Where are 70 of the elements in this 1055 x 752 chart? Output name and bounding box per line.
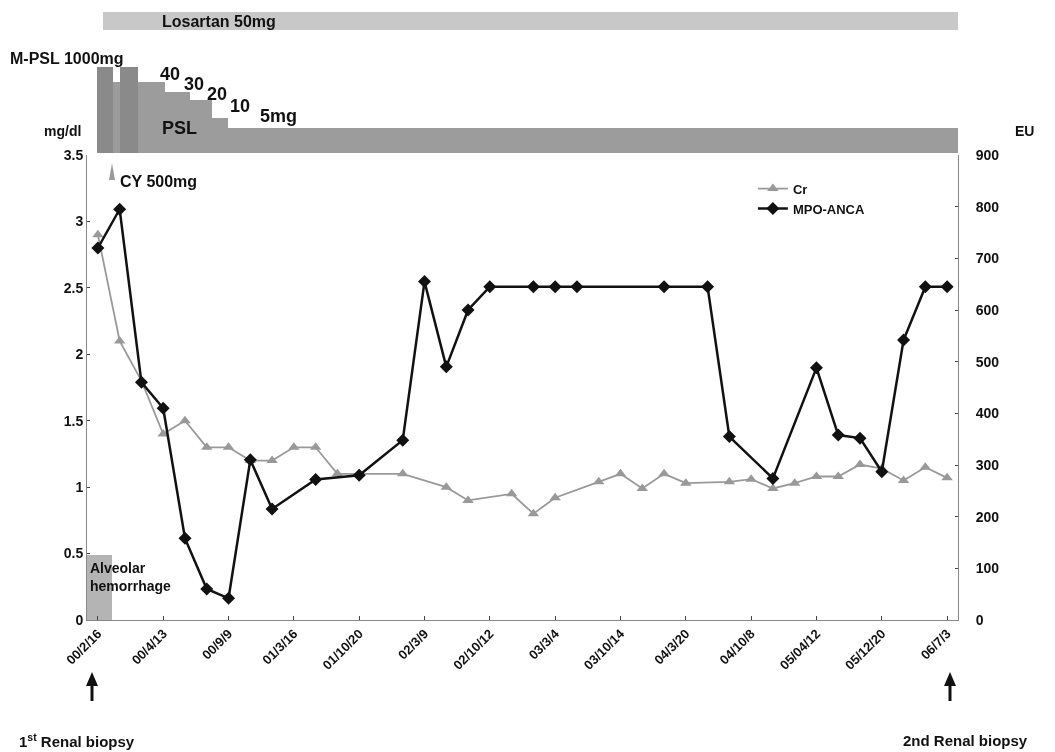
legend-label: MPO-ANCA <box>792 201 866 217</box>
y-tick-label: 1 <box>75 479 84 496</box>
point <box>854 459 866 468</box>
text: 2nd Renal biopsy <box>903 732 1028 749</box>
point <box>897 333 911 347</box>
point <box>831 428 845 442</box>
annotation: Alveolar hemorrhage <box>90 560 172 595</box>
point <box>156 401 170 415</box>
text: Losartan 50mg <box>162 13 276 30</box>
point <box>526 280 540 294</box>
text: 30 <box>184 74 205 94</box>
y2-tick-label: 100 <box>975 560 1000 577</box>
point <box>418 275 432 289</box>
point <box>940 280 954 294</box>
y-tick-label: 3.5 <box>63 146 84 163</box>
point <box>701 280 715 294</box>
y2-tick-label: 200 <box>975 508 1000 525</box>
point <box>266 455 278 464</box>
point <box>570 280 584 294</box>
point <box>200 582 214 596</box>
text: 5mg <box>260 106 298 126</box>
text: 40 <box>160 64 181 84</box>
y-tick-label: 0 <box>75 611 84 628</box>
text: M-PSL 1000mg <box>10 50 124 67</box>
text: PSL <box>162 118 198 138</box>
point <box>657 280 671 294</box>
point <box>548 280 562 294</box>
y2-tick-label: 800 <box>975 198 1000 215</box>
annotation: CY 500mg <box>120 173 198 190</box>
y-tick-label: 2.5 <box>63 279 84 296</box>
point <box>766 471 780 485</box>
point <box>134 375 148 389</box>
point <box>309 472 323 486</box>
point <box>875 465 889 479</box>
point <box>265 502 279 516</box>
point <box>352 468 366 482</box>
y2-tick-label: 700 <box>975 250 1000 267</box>
y2-tick-label: 400 <box>975 405 1000 422</box>
point <box>722 430 736 444</box>
y2-tick-label: 500 <box>975 353 1000 370</box>
point <box>179 415 191 424</box>
text: 1$^{st}$ Renal biopsy <box>19 731 135 751</box>
point <box>549 492 561 501</box>
point <box>461 303 475 317</box>
point <box>918 280 932 294</box>
point <box>396 433 410 447</box>
point <box>178 531 192 545</box>
point <box>92 229 104 238</box>
point <box>658 468 670 477</box>
y-tick-label: 2 <box>75 346 84 363</box>
point <box>439 360 453 374</box>
legend-label: Cr <box>792 181 808 197</box>
y-tick-label: 0.5 <box>63 545 84 562</box>
y2-tick-label: 0 <box>975 611 984 628</box>
point <box>113 202 127 216</box>
y2-tick-label: 900 <box>975 146 1000 163</box>
point <box>91 241 105 255</box>
point <box>853 431 867 445</box>
y-tick-label: 3 <box>75 213 84 230</box>
y2-tick-label: 300 <box>975 456 1000 473</box>
y2-axis-title: EU <box>1015 123 1035 139</box>
point <box>809 361 823 375</box>
text: 20 <box>207 84 228 104</box>
point <box>483 280 497 294</box>
y2-tick-label: 600 <box>975 301 1000 318</box>
text: 10 <box>230 96 251 116</box>
point <box>941 472 953 481</box>
y-axis-title: mg/dl <box>44 123 82 139</box>
y-tick-label: 1.5 <box>63 412 84 429</box>
point <box>222 591 236 605</box>
